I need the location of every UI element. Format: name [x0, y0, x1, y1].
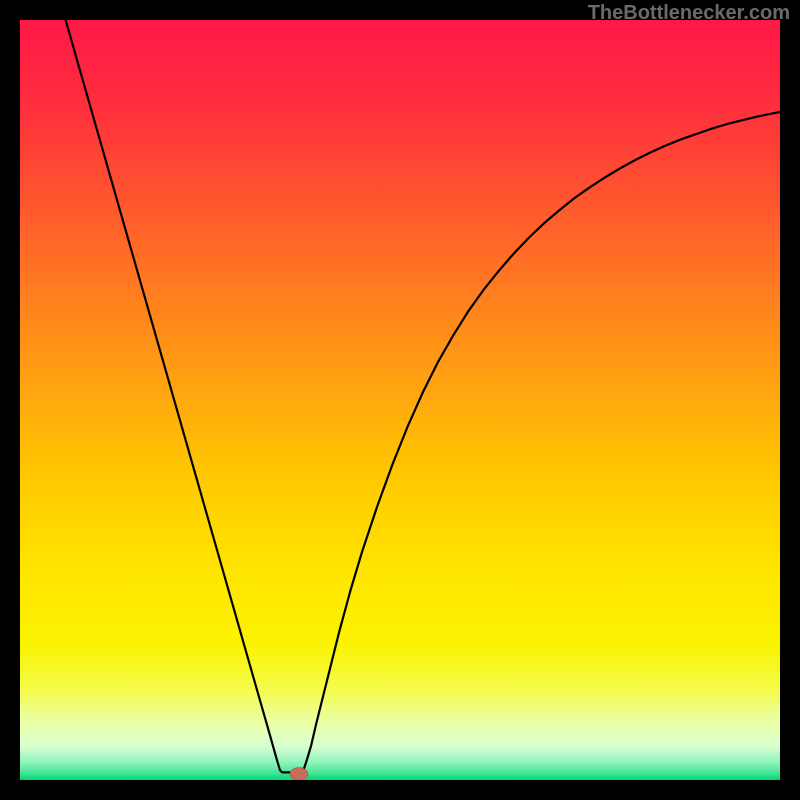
plot-background: [20, 20, 780, 780]
optimal-marker: [290, 767, 308, 780]
chart-container: TheBottlenecker.com: [0, 0, 800, 800]
plot-area: [20, 20, 780, 780]
chart-svg: [20, 20, 780, 780]
watermark-label: TheBottlenecker.com: [588, 2, 790, 25]
